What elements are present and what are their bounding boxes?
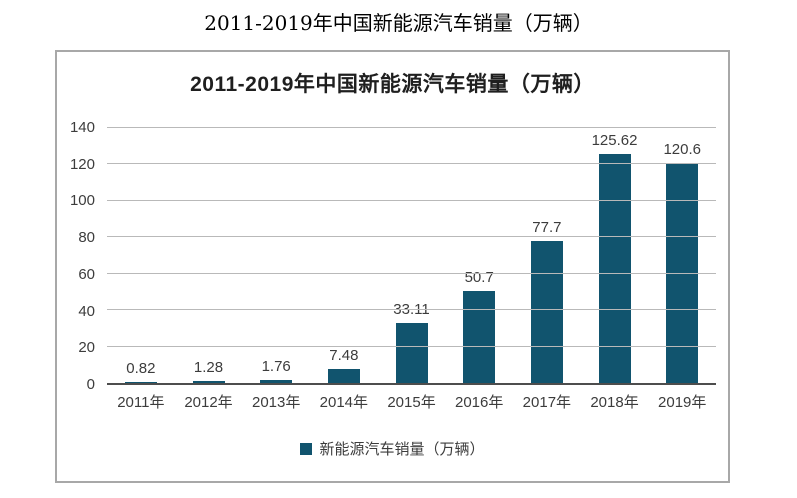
legend: 新能源汽车销量（万辆） (57, 438, 728, 459)
x-tick-label-2015年: 2015年 (387, 394, 436, 411)
gridline-20 (107, 345, 716, 347)
y-axis: 0 20 40 60 80 100 120 140 (57, 120, 107, 393)
bar-2011年 (124, 381, 157, 383)
value-label-2011年: 0.82 (126, 359, 156, 377)
bar-2015年 (395, 322, 428, 383)
plot-area: 0.82 1.28 1.76 7.48 33.11 50.7 77.7 125.62 120.6 (107, 127, 716, 385)
bar-column-2017年: 77.7 (513, 128, 581, 383)
legend-swatch-icon (300, 442, 313, 455)
page-title: 2011-2019年中国新能源汽车销量（万辆） (204, 11, 593, 35)
plot-wrap: 0 20 40 60 80 100 120 140 0.82 1.28 1.76 7.48 33.11… (57, 120, 728, 393)
gridline-100 (107, 199, 716, 201)
bar-2014年 (327, 369, 360, 383)
bar-2017年 (530, 241, 563, 383)
x-tick-label-2013年: 2013年 (251, 394, 301, 411)
y-tick-label-40: 40 (78, 302, 95, 320)
x-tick-label-2012年: 2012年 (184, 394, 233, 411)
bar-column-2014年: 7.48 (310, 128, 378, 383)
bar-2018年 (598, 154, 631, 383)
bar-column-2012年: 1.28 (175, 128, 243, 383)
y-tick-label-100: 100 (69, 192, 95, 210)
gridline-60 (107, 272, 716, 274)
x-tick-label-2011年: 2011年 (117, 394, 165, 411)
value-label-2019年: 120.6 (663, 141, 701, 159)
x-tick-label-2018年: 2018年 (590, 394, 639, 411)
chart-container: 2011-2019年中国新能源汽车销量（万辆） 0 20 40 60 80 100 120 1… (55, 50, 730, 483)
gridline-40 (107, 309, 716, 311)
bar-column-2018年: 125.62 (581, 128, 649, 383)
y-tick-label-0: 0 (86, 376, 95, 393)
x-tick-label-2014年: 2014年 (319, 394, 369, 411)
bar-column-2013年: 1.76 (242, 128, 310, 383)
gridline-80 (107, 236, 716, 238)
legend-label: 新能源汽车销量（万辆） (319, 441, 485, 458)
y-tick-label-120: 120 (69, 155, 95, 173)
bar-2012年 (192, 380, 225, 383)
gridline-140 (107, 127, 716, 128)
bar-2016年 (463, 290, 496, 383)
value-label-2018年: 125.62 (591, 132, 638, 150)
y-tick-label-140: 140 (69, 119, 95, 136)
y-tick-label-60: 60 (78, 265, 95, 283)
chart-title: 2011-2019年中国新能源汽车销量（万辆） (190, 73, 595, 96)
gridline-120 (107, 163, 716, 165)
x-tick-label-2017年: 2017年 (522, 394, 572, 411)
value-label-2014年: 7.48 (329, 347, 359, 365)
value-label-2013年: 1.76 (261, 357, 291, 375)
value-label-2012年: 1.28 (193, 358, 224, 376)
bar-column-2011年: 0.82 (107, 128, 175, 383)
y-tick-label-80: 80 (78, 229, 95, 247)
y-tick-label-20: 20 (78, 339, 95, 357)
x-tick-label-2019年: 2019年 (658, 394, 707, 411)
bar-2013年 (260, 379, 293, 383)
value-label-2017年: 77.7 (532, 219, 562, 237)
x-axis: 2011年 2012年 2013年 2014年 2015年 2016年 2017年 2018年… (107, 385, 716, 412)
x-tick-label-2016年: 2016年 (455, 394, 504, 411)
